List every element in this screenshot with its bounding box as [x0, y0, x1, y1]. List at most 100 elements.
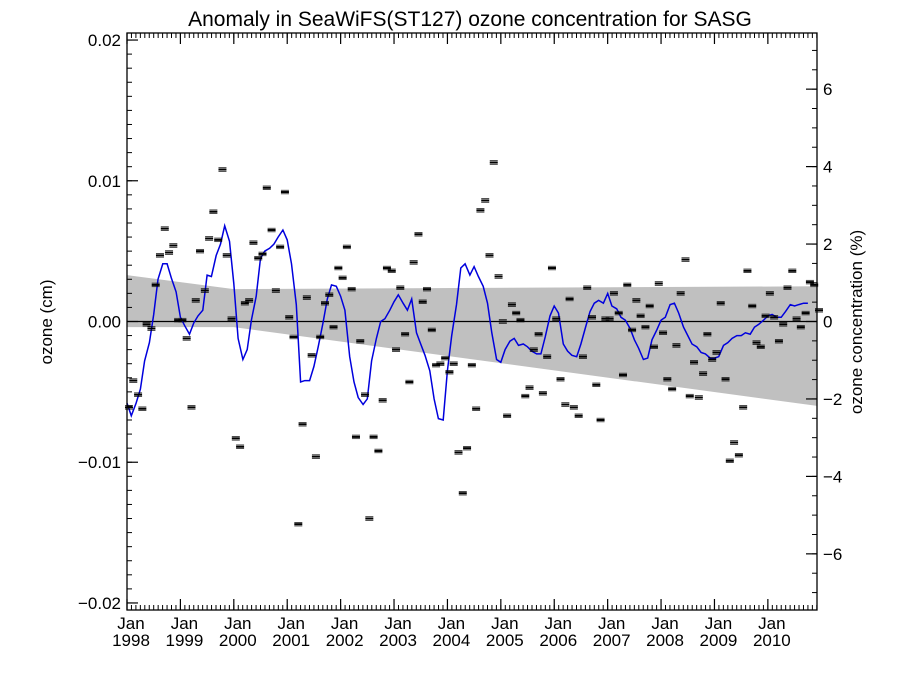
- monthly-data-point: [258, 251, 267, 257]
- monthly-data-point: [369, 434, 378, 440]
- monthly-data-point: [236, 444, 245, 449]
- monthly-data-point: [752, 340, 761, 345]
- monthly-data-point: [543, 354, 552, 359]
- monthly-data-point: [392, 347, 401, 352]
- monthly-data-point: [361, 392, 370, 397]
- monthly-data-point: [739, 405, 748, 410]
- monthly-data-point: [716, 301, 725, 306]
- monthly-data-point: [467, 362, 476, 368]
- trend-uncertainty-band: [127, 275, 817, 406]
- monthly-data-point: [418, 299, 427, 304]
- y2-tick-label: 0: [823, 313, 832, 332]
- monthly-data-point: [387, 268, 396, 273]
- monthly-data-point: [449, 361, 458, 366]
- x-tick-label-year: 2008: [646, 631, 684, 650]
- monthly-data-point: [503, 413, 512, 418]
- monthly-data-point: [374, 448, 383, 454]
- monthly-data-point: [441, 355, 450, 361]
- x-tick-label-month: Jan: [758, 614, 785, 633]
- monthly-data-point: [734, 453, 743, 458]
- x-tick-label-month: Jan: [384, 614, 411, 633]
- monthly-data-point: [547, 265, 556, 271]
- monthly-data-point: [552, 316, 561, 321]
- monthly-data-point: [249, 240, 258, 245]
- x-tick-label-year: 1998: [112, 631, 150, 650]
- monthly-data-point: [743, 268, 752, 273]
- monthly-data-point: [681, 257, 690, 262]
- monthly-data-point: [529, 347, 538, 352]
- monthly-data-point: [378, 398, 387, 403]
- monthly-data-point: [685, 393, 694, 399]
- monthly-data-point: [134, 392, 143, 397]
- monthly-data-point: [690, 360, 699, 365]
- monthly-data-point: [178, 317, 187, 323]
- monthly-data-point: [672, 343, 681, 348]
- x-tick-label-year: 2005: [486, 631, 524, 650]
- monthly-data-point: [160, 226, 169, 231]
- x-tick-label-year: 2009: [700, 631, 738, 650]
- monthly-data-point: [347, 286, 356, 292]
- y2-tick-label: −2: [823, 390, 842, 409]
- monthly-data-point: [632, 298, 641, 303]
- monthly-data-point: [316, 334, 325, 340]
- monthly-data-point: [538, 391, 547, 396]
- x-tick-label-year: 2000: [219, 631, 257, 650]
- monthly-data-point: [730, 440, 739, 445]
- monthly-data-point: [285, 315, 294, 320]
- monthly-data-point: [276, 244, 285, 250]
- smoothed-anomaly-line: [126, 222, 808, 421]
- monthly-data-point: [592, 382, 601, 387]
- monthly-data-point: [796, 324, 805, 330]
- monthly-data-point: [605, 316, 614, 321]
- x-tick-label-year: 1999: [165, 631, 203, 650]
- monthly-data-point: [271, 288, 280, 293]
- x-tick-label-month: Jan: [117, 614, 144, 633]
- monthly-data-point: [307, 353, 316, 358]
- monthly-data-point: [218, 167, 227, 172]
- monthly-data-point: [289, 334, 298, 340]
- x-tick-label-month: Jan: [491, 614, 518, 633]
- x-tick-label-month: Jan: [545, 614, 572, 633]
- monthly-data-point: [396, 285, 405, 290]
- monthly-data-point: [525, 385, 534, 390]
- monthly-data-point: [311, 454, 320, 459]
- monthly-data-point: [569, 405, 578, 410]
- monthly-data-point: [725, 458, 734, 463]
- monthly-data-point: [476, 208, 485, 213]
- monthly-data-point: [783, 285, 792, 290]
- monthly-data-point: [708, 357, 717, 362]
- monthly-data-point: [663, 377, 672, 382]
- monthly-data-point: [294, 522, 303, 527]
- monthly-data-point: [187, 405, 196, 410]
- monthly-data-point: [699, 371, 708, 376]
- monthly-data-point: [356, 339, 365, 344]
- monthly-data-point: [774, 339, 783, 344]
- monthly-data-point: [561, 402, 570, 407]
- y2-tick-label: 2: [823, 235, 832, 254]
- monthly-data-point: [748, 303, 757, 309]
- monthly-data-point: [805, 279, 814, 285]
- monthly-data-point: [200, 288, 209, 293]
- monthly-data-point: [801, 310, 810, 316]
- monthly-data-point: [654, 281, 663, 286]
- monthly-data-point: [262, 185, 271, 190]
- monthly-data-point: [588, 315, 597, 320]
- monthly-data-point: [623, 282, 632, 288]
- monthly-data-point: [614, 310, 623, 316]
- monthly-data-point: [676, 291, 685, 296]
- monthly-data-point: [138, 406, 147, 411]
- monthly-data-point: [196, 248, 205, 254]
- x-tick-label-year: 2001: [272, 631, 310, 650]
- monthly-data-point: [338, 275, 347, 281]
- y-tick-label: −0.02: [78, 594, 121, 613]
- monthly-data-point: [649, 344, 658, 349]
- monthly-data-point: [382, 265, 391, 271]
- y-tick-label: 0.01: [88, 172, 121, 191]
- monthly-data-point: [405, 379, 414, 385]
- monthly-data-point: [636, 313, 645, 319]
- monthly-data-point: [401, 332, 410, 337]
- monthly-data-point: [445, 370, 454, 375]
- monthly-data-point: [409, 260, 418, 265]
- monthly-data-point: [151, 282, 160, 288]
- monthly-data-point: [489, 160, 498, 165]
